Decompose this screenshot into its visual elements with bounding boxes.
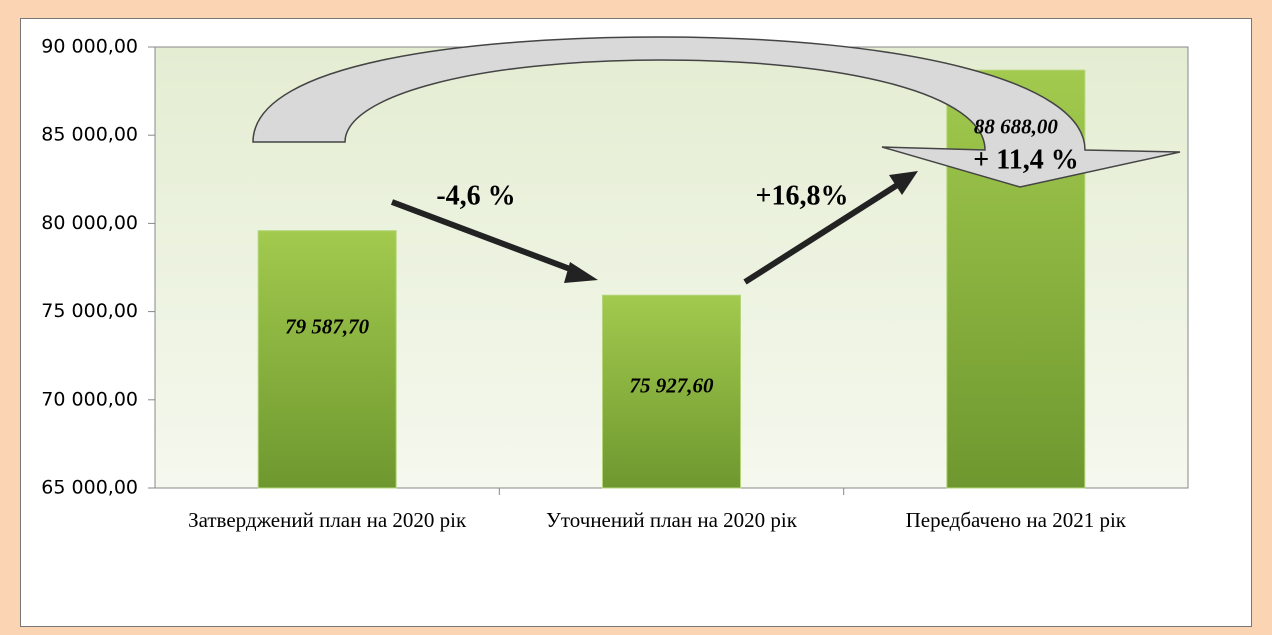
chart-border bbox=[20, 18, 1252, 627]
value-label: 88 688,00 bbox=[974, 114, 1059, 138]
value-label: 79 587,70 bbox=[285, 314, 370, 338]
annotation: -4,6 % bbox=[436, 180, 515, 211]
annotation: + 11,4 % bbox=[973, 144, 1078, 175]
arrow bbox=[390, 199, 580, 275]
x-tick-label: Уточнений план на 2020 рік bbox=[546, 508, 797, 532]
value-label: 75 927,60 bbox=[630, 374, 715, 398]
bar bbox=[602, 294, 741, 489]
arrowhead bbox=[564, 262, 598, 283]
y-tick-label: 70 000,00 bbox=[41, 388, 138, 410]
arrow bbox=[743, 179, 904, 285]
curved-arrow bbox=[252, 36, 1181, 188]
y-tick-label: 75 000,00 bbox=[41, 300, 138, 322]
x-tick-label: Передбачено на 2021 рік bbox=[905, 508, 1126, 532]
y-tick-label: 65 000,00 bbox=[41, 477, 138, 499]
y-tick-label: 85 000,00 bbox=[41, 124, 138, 146]
x-tick-label: Затверджений план на 2020 рік bbox=[188, 508, 467, 532]
y-tick-label: 80 000,00 bbox=[41, 212, 138, 234]
arrowhead bbox=[889, 171, 918, 195]
annotation: +16,8% bbox=[756, 180, 849, 211]
y-tick-label: 90 000,00 bbox=[41, 36, 138, 58]
bar bbox=[257, 230, 397, 489]
